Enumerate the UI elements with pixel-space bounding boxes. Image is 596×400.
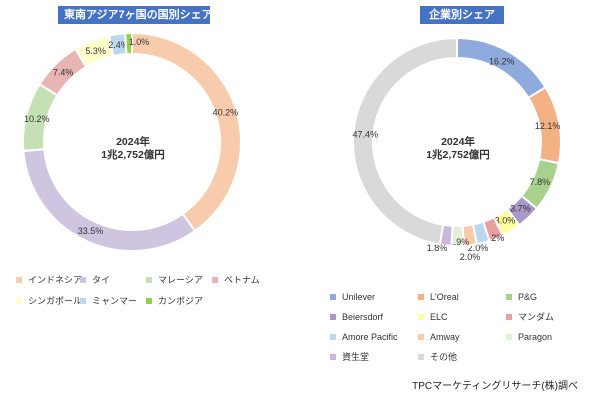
legend-swatch — [506, 293, 512, 300]
slice-label-0-6: 1.0% — [129, 37, 150, 47]
legend-item: シンガポール — [16, 295, 82, 307]
slice-label-1-9: 1.8% — [427, 243, 448, 253]
legend-label: その他 — [430, 352, 458, 362]
slice-label-0-4: 5.3% — [85, 46, 106, 56]
legend-swatch — [146, 276, 152, 283]
legend-swatch — [330, 333, 336, 340]
legend-item: ベトナム — [212, 274, 260, 286]
legend-swatch — [330, 293, 336, 300]
donut-slice-0-1 — [22, 148, 197, 252]
legend-swatch — [418, 333, 424, 340]
legend-label: Unilever — [342, 292, 376, 302]
legend-item: タイ — [80, 274, 110, 286]
legend-swatch — [418, 313, 424, 320]
legend-label: Amway — [430, 332, 460, 342]
legend-item: マレーシア — [146, 274, 203, 286]
slice-label-1-5: 2.2% — [484, 233, 505, 243]
legend-label: Amore Pacific — [342, 332, 398, 342]
center-year: 2024年 — [441, 136, 475, 148]
center-label-company: 2024年 1兆2,752億円 — [403, 136, 513, 162]
legend-swatch — [146, 297, 152, 304]
legend-swatch — [418, 293, 424, 300]
center-year: 2024年 — [116, 136, 150, 148]
legend-item: カンボジア — [146, 295, 203, 307]
legend-label: 資生堂 — [342, 352, 370, 362]
legend-item: ミャンマー — [80, 295, 137, 307]
legend-label: インドネシア — [28, 275, 83, 285]
legend-label: マンダム — [518, 312, 555, 322]
slice-label-0-3: 7.4% — [53, 67, 74, 77]
legend-item: Paragon — [506, 331, 552, 343]
legend-item: その他 — [418, 351, 457, 363]
slice-label-0-1: 33.5% — [78, 226, 104, 236]
legend-label: シンガポール — [28, 296, 83, 306]
legend-label: タイ — [92, 275, 111, 285]
chart-title-country: 東南アジア7ヶ国の国別シェア — [58, 6, 213, 24]
legend-label: ELC — [430, 312, 448, 322]
legend-swatch — [330, 313, 336, 320]
center-total: 1兆2,752億円 — [426, 149, 490, 161]
legend-label: P&G — [518, 292, 538, 302]
donut-slice-0-6 — [124, 31, 133, 56]
slice-label-1-3: 3.7% — [510, 204, 531, 214]
slice-label-1-0: 16.2% — [489, 57, 515, 67]
slice-label-0-2: 10.2% — [24, 114, 50, 124]
legend-swatch — [330, 353, 336, 360]
donut-slice-1-10 — [352, 36, 458, 246]
legend-item: マンダム — [506, 311, 554, 323]
legend-item: P&G — [506, 291, 537, 303]
center-label-country: 2024年 1兆2,752億円 — [78, 136, 188, 162]
legend-item: 資生堂 — [330, 351, 369, 363]
slice-label-1-10: 47.4% — [353, 129, 379, 139]
legend-item: インドネシア — [16, 274, 82, 286]
legend-item: ELC — [418, 311, 448, 323]
legend-label: ベトナム — [224, 275, 260, 285]
legend-label: ミャンマー — [92, 296, 138, 306]
slice-label-1-8: 1.9% — [449, 237, 470, 247]
legend-label: マレーシア — [158, 275, 203, 285]
legend-swatch — [506, 333, 512, 340]
legend-label: カンボジア — [158, 296, 204, 306]
legend-label: L'Oreal — [430, 292, 459, 302]
slice-label-1-6: 2.0% — [468, 243, 489, 253]
legend-label: Beiersdorf — [342, 312, 384, 322]
source-note: TPCマーケティングリサーチ(株)調べ — [412, 381, 578, 392]
slice-label-1-4: 3.0% — [495, 215, 516, 225]
donut-slice-0-0 — [131, 31, 242, 233]
legend-swatch — [80, 297, 86, 304]
legend-item: Amway — [418, 331, 460, 343]
slice-label-1-1: 12.1% — [535, 121, 561, 131]
legend-item: Beiersdorf — [330, 311, 383, 323]
slice-label-1-2: 7.8% — [530, 177, 551, 187]
legend-item: L'Oreal — [418, 291, 459, 303]
legend-swatch — [16, 297, 22, 304]
slice-label-1-7: 2.0% — [460, 252, 481, 262]
legend-swatch — [506, 313, 512, 320]
legend-item: Unilever — [330, 291, 375, 303]
legend-item: Amore Pacific — [330, 331, 398, 343]
center-total: 1兆2,752億円 — [101, 149, 165, 161]
legend-swatch — [80, 276, 86, 283]
slice-label-0-5: 2.4% — [108, 40, 129, 50]
legend-swatch — [16, 276, 22, 283]
legend-swatch — [418, 353, 424, 360]
legend-swatch — [212, 276, 218, 283]
donut-slice-1-0 — [456, 36, 547, 100]
legend-label: Paragon — [518, 332, 553, 342]
slice-label-0-0: 40.2% — [213, 107, 239, 117]
chart-title-company: 企業別シェア — [420, 6, 504, 24]
